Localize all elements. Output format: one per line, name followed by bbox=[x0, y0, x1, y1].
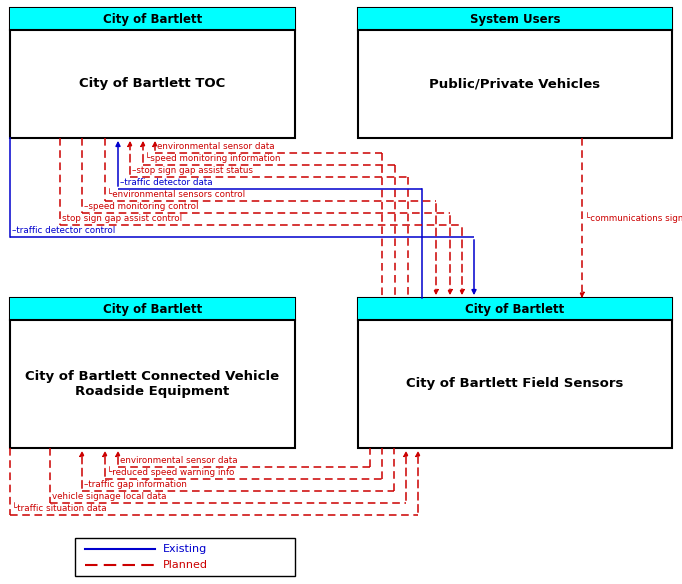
Text: └traffic situation data: └traffic situation data bbox=[12, 504, 106, 513]
Text: –traffic detector control: –traffic detector control bbox=[12, 226, 115, 235]
Text: stop sign gap assist control: stop sign gap assist control bbox=[62, 214, 182, 223]
Text: vehicle signage local data: vehicle signage local data bbox=[52, 492, 166, 501]
Bar bbox=[358, 8, 672, 30]
Bar bbox=[358, 298, 672, 320]
Text: Planned: Planned bbox=[163, 561, 208, 571]
Text: environmental sensor data: environmental sensor data bbox=[157, 142, 275, 151]
Text: Existing: Existing bbox=[163, 544, 207, 554]
Text: –traffic gap information: –traffic gap information bbox=[84, 480, 187, 489]
Bar bbox=[358, 298, 672, 448]
Text: environmental sensor data: environmental sensor data bbox=[120, 456, 237, 465]
Text: City of Bartlett Connected Vehicle
Roadside Equipment: City of Bartlett Connected Vehicle Roads… bbox=[25, 370, 280, 398]
Text: City of Bartlett: City of Bartlett bbox=[465, 303, 565, 315]
Text: System Users: System Users bbox=[470, 12, 560, 26]
Text: └reduced speed warning info: └reduced speed warning info bbox=[107, 466, 235, 477]
Bar bbox=[75, 538, 295, 576]
Text: └communications signature: └communications signature bbox=[585, 213, 682, 224]
Bar bbox=[358, 8, 672, 138]
Text: City of Bartlett TOC: City of Bartlett TOC bbox=[79, 78, 226, 91]
Text: –stop sign gap assist status: –stop sign gap assist status bbox=[132, 166, 253, 175]
Text: City of Bartlett Field Sensors: City of Bartlett Field Sensors bbox=[406, 377, 623, 391]
Text: City of Bartlett: City of Bartlett bbox=[103, 12, 202, 26]
Text: └speed monitoring information: └speed monitoring information bbox=[145, 152, 280, 163]
Text: Public/Private Vehicles: Public/Private Vehicles bbox=[430, 78, 601, 91]
Text: –traffic detector data: –traffic detector data bbox=[120, 178, 213, 187]
Bar bbox=[10, 298, 295, 448]
Text: └environmental sensors control: └environmental sensors control bbox=[107, 190, 245, 199]
Bar bbox=[10, 8, 295, 138]
Bar bbox=[10, 298, 295, 320]
Bar bbox=[10, 8, 295, 30]
Text: City of Bartlett: City of Bartlett bbox=[103, 303, 202, 315]
Text: –speed monitoring control: –speed monitoring control bbox=[84, 202, 198, 211]
